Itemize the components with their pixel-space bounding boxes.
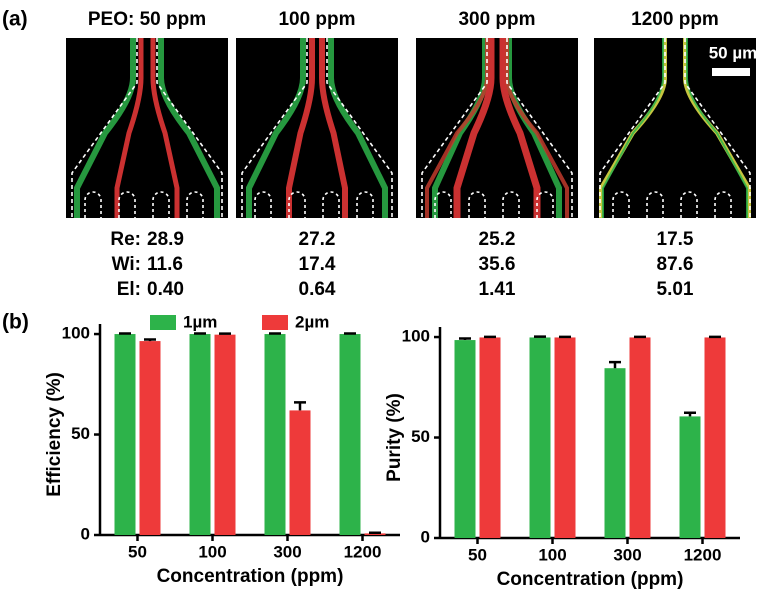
bar xyxy=(555,337,576,538)
parameter-value: 1.41 xyxy=(479,279,516,300)
legend-label: 2µm xyxy=(295,312,329,331)
scale-bar-label: 50 µm xyxy=(709,43,758,62)
micrograph xyxy=(594,38,756,218)
y-tick-label: 0 xyxy=(421,527,430,546)
y-axis-label: Efficiency (%) xyxy=(44,372,65,497)
error-bar xyxy=(709,337,721,338)
x-tick-label: 300 xyxy=(613,545,641,564)
bar xyxy=(480,337,501,538)
error-bar xyxy=(119,333,131,334)
image-background xyxy=(416,38,578,218)
bar xyxy=(340,334,361,535)
error-bar xyxy=(144,339,156,341)
panel-label: (b) xyxy=(2,311,29,334)
parameter-value: 87.6 xyxy=(657,254,694,275)
x-tick-label: 1200 xyxy=(684,545,722,564)
image-title: 300 ppm xyxy=(458,9,535,30)
parameter-value: 28.9 xyxy=(147,229,184,250)
bar xyxy=(140,341,161,535)
error-bar xyxy=(459,338,471,340)
figure: (a) (b) PEO: 50 ppm 100 ppm 300 ppm 1200 pp… xyxy=(0,0,758,592)
scale-bar xyxy=(712,68,750,76)
parameter-value: 25.2 xyxy=(479,229,516,250)
image-title: PEO: 50 ppm xyxy=(88,9,206,30)
bar xyxy=(605,368,626,538)
row-label: Re: xyxy=(110,229,141,250)
bar xyxy=(680,416,701,538)
parameter-value: 11.6 xyxy=(147,254,183,275)
image-background xyxy=(66,38,228,218)
error-bar xyxy=(344,333,356,334)
parameter-value: 5.01 xyxy=(657,279,694,300)
y-tick-label: 100 xyxy=(62,324,90,343)
bar xyxy=(265,334,286,535)
error-bar xyxy=(609,362,621,368)
parameter-value: 27.2 xyxy=(299,229,336,250)
y-tick-label: 100 xyxy=(402,327,430,346)
image-title: 100 ppm xyxy=(278,9,355,30)
error-bar xyxy=(559,337,571,338)
bar xyxy=(705,337,726,538)
x-axis-label: Concentration (ppm) xyxy=(157,566,344,587)
parameter-value: 17.4 xyxy=(299,254,336,275)
image-title: 1200 ppm xyxy=(631,9,719,30)
legend-swatch xyxy=(150,315,176,330)
bar xyxy=(115,334,136,535)
x-tick-label: 100 xyxy=(538,545,566,564)
bar xyxy=(630,337,651,538)
parameter-value: 0.64 xyxy=(299,279,336,300)
bar xyxy=(215,335,236,535)
error-bar xyxy=(219,334,231,335)
error-bar xyxy=(294,402,306,410)
bar xyxy=(530,337,551,538)
error-bar xyxy=(369,533,381,534)
error-bar xyxy=(684,413,696,417)
x-tick-label: 50 xyxy=(468,545,487,564)
x-tick-label: 50 xyxy=(128,542,147,561)
panel-label: (a) xyxy=(2,8,28,31)
y-tick-label: 50 xyxy=(411,427,430,446)
row-label: El: xyxy=(117,279,141,300)
bar xyxy=(290,410,311,535)
x-axis-label: Concentration (ppm) xyxy=(497,569,684,590)
parameter-value: 0.40 xyxy=(147,279,184,300)
row-label: Wi: xyxy=(112,254,141,275)
parameter-value: 35.6 xyxy=(479,254,516,275)
legend-swatch xyxy=(262,315,288,330)
y-tick-label: 50 xyxy=(71,424,90,443)
x-tick-label: 100 xyxy=(198,542,226,561)
legend-label: 1µm xyxy=(183,312,217,331)
y-tick-label: 0 xyxy=(81,524,90,543)
micrograph xyxy=(416,38,578,218)
y-axis-label: Purity (%) xyxy=(384,393,405,482)
bar xyxy=(190,334,211,535)
micrograph xyxy=(66,38,228,218)
x-tick-label: 300 xyxy=(273,542,301,561)
micrograph xyxy=(236,38,398,218)
error-bar xyxy=(634,337,646,338)
error-bar xyxy=(534,337,546,338)
image-background xyxy=(594,38,756,218)
bar xyxy=(455,340,476,538)
x-tick-label: 1200 xyxy=(344,542,382,561)
error-bar xyxy=(484,337,496,338)
image-background xyxy=(236,38,398,218)
error-bar xyxy=(269,333,281,334)
error-bar xyxy=(194,333,206,334)
parameter-value: 17.5 xyxy=(657,229,694,250)
